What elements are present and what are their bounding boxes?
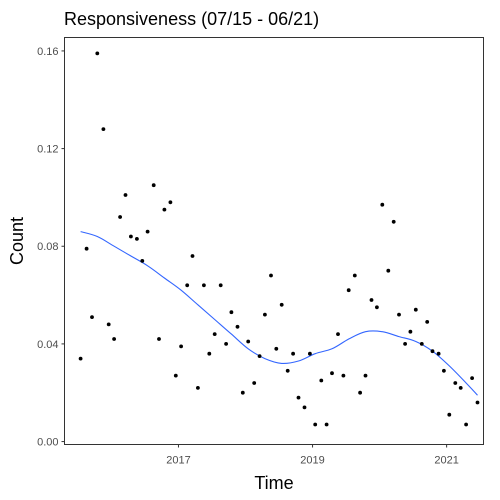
data-point — [101, 127, 106, 131]
y-tick-label: 0.00 — [37, 437, 58, 449]
data-point — [363, 373, 368, 378]
data-point — [118, 215, 122, 219]
data-point — [129, 234, 133, 239]
data-point — [246, 339, 251, 344]
x-axis: 2017 2019 2021 — [166, 444, 459, 467]
y-axis-title: Count — [7, 217, 27, 265]
data-point — [397, 312, 401, 317]
data-point — [336, 332, 340, 336]
y-tick-label: 0.04 — [37, 339, 58, 351]
data-point — [341, 373, 346, 378]
data-point — [408, 329, 413, 334]
data-point — [279, 302, 284, 307]
data-point — [391, 219, 396, 224]
y-axis: 0.00 0.04 0.08 0.12 0.16 — [37, 46, 65, 449]
data-point — [475, 400, 480, 405]
data-point — [403, 342, 407, 346]
data-point — [218, 283, 223, 288]
data-point — [447, 412, 452, 417]
data-point — [168, 200, 173, 205]
data-point — [346, 288, 351, 293]
data-point — [352, 273, 357, 278]
data-point — [285, 368, 290, 373]
data-point — [308, 351, 312, 356]
data-point — [302, 405, 307, 410]
data-point — [157, 337, 161, 341]
data-point — [106, 322, 111, 327]
data-point — [425, 320, 430, 324]
data-point — [263, 312, 267, 317]
x-tick-label: 2019 — [300, 455, 324, 467]
smooth-trend-line — [80, 231, 478, 396]
data-point — [78, 356, 83, 361]
data-point — [84, 246, 89, 251]
x-axis-title: Time — [254, 473, 293, 493]
data-point — [196, 386, 200, 390]
data-point — [185, 283, 190, 288]
data-point — [123, 193, 128, 197]
data-point — [274, 346, 279, 351]
data-points — [78, 51, 480, 427]
data-point — [442, 368, 446, 373]
data-point — [369, 298, 374, 302]
data-point — [257, 354, 262, 358]
data-point — [291, 351, 295, 356]
data-point — [112, 337, 116, 341]
chart-title: Responsiveness (07/15 - 06/21) — [64, 9, 319, 29]
data-point — [90, 315, 94, 319]
data-point — [145, 229, 150, 234]
data-point — [380, 202, 385, 207]
data-point — [430, 349, 435, 354]
y-tick-label: 0.12 — [37, 144, 58, 156]
data-point — [162, 207, 167, 212]
data-point — [413, 307, 418, 312]
data-point — [375, 305, 379, 310]
data-point — [95, 51, 100, 56]
data-point — [313, 422, 318, 427]
x-tick-label: 2017 — [166, 455, 190, 467]
data-point — [453, 381, 458, 385]
data-point — [229, 310, 234, 315]
data-point — [470, 376, 474, 380]
data-point — [464, 422, 468, 427]
data-point — [224, 342, 229, 346]
data-point — [240, 390, 245, 395]
data-point — [235, 324, 240, 329]
data-point — [173, 373, 178, 378]
data-point — [296, 395, 301, 400]
data-point — [386, 268, 391, 273]
data-point — [140, 259, 145, 263]
data-point — [436, 351, 441, 356]
data-point — [330, 371, 334, 376]
data-point — [151, 183, 156, 188]
data-point — [324, 422, 329, 427]
y-tick-label: 0.08 — [37, 241, 58, 253]
data-point — [179, 344, 184, 349]
data-point — [135, 237, 139, 241]
data-point — [207, 351, 212, 356]
data-point — [212, 332, 217, 336]
data-point — [190, 254, 195, 258]
data-point — [202, 283, 206, 288]
data-point — [252, 381, 257, 385]
data-point — [358, 390, 362, 395]
y-tick-label: 0.16 — [37, 46, 58, 58]
plot-panel — [64, 37, 484, 445]
data-point — [419, 342, 424, 346]
data-point — [269, 273, 273, 278]
data-point — [319, 378, 324, 383]
x-tick-label: 2021 — [434, 455, 458, 467]
data-point — [458, 386, 463, 390]
